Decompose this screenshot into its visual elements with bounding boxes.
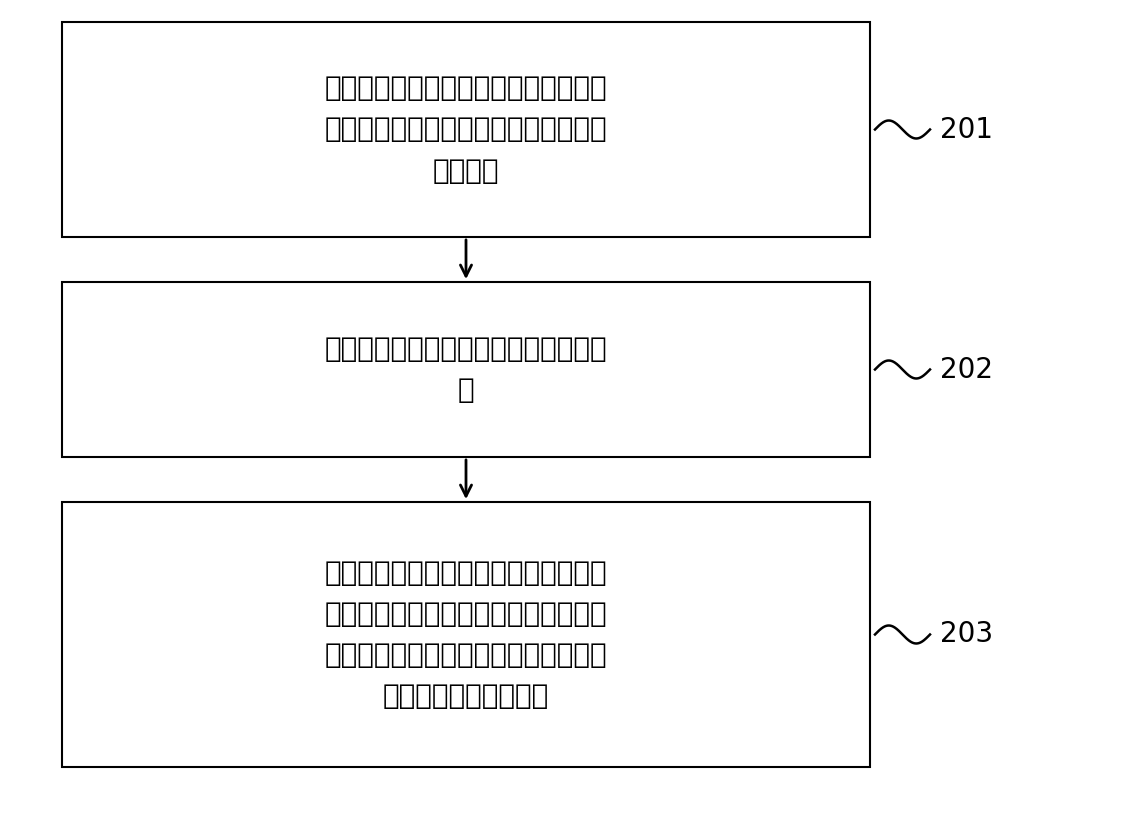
- FancyBboxPatch shape: [62, 282, 870, 457]
- FancyBboxPatch shape: [62, 502, 870, 767]
- Text: 根据抗混叠滤波函数和采样点数量，对
抗混叠滤波函数及掩模函数采用卷积运
算，获取对掩模函数和抗混叠滤波函数
处理后的空间采样讯号: 根据抗混叠滤波函数和采样点数量，对 抗混叠滤波函数及掩模函数采用卷积运 算，获取…: [324, 559, 607, 711]
- Text: 201: 201: [940, 115, 993, 144]
- Text: 202: 202: [940, 355, 993, 384]
- FancyBboxPatch shape: [62, 22, 870, 237]
- Text: 203: 203: [940, 621, 993, 648]
- Text: 根据有效采样范围和预先设定的空间采
样间隔，确定对掩模函数离散采样的采
样点数量: 根据有效采样范围和预先设定的空间采 样间隔，确定对掩模函数离散采样的采 样点数量: [324, 74, 607, 185]
- Text: 根据空间采样间隔，建立抗混叠滤波函
数: 根据空间采样间隔，建立抗混叠滤波函 数: [324, 335, 607, 404]
